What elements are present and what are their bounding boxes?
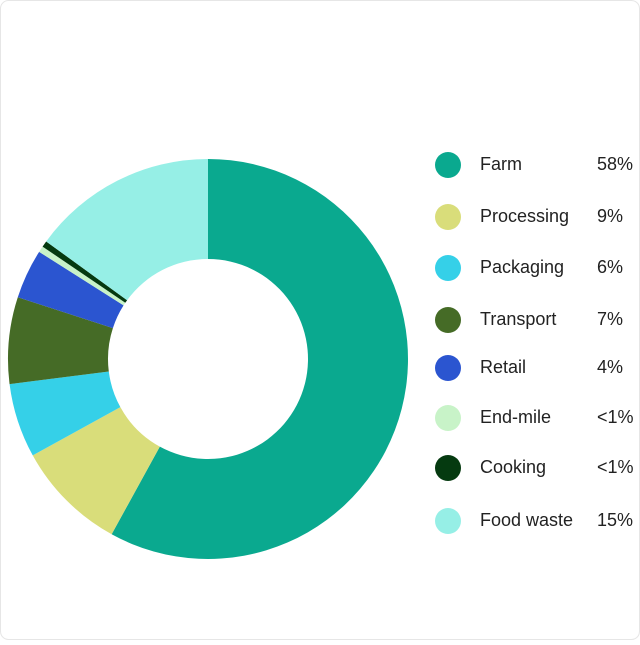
legend-swatch bbox=[435, 455, 461, 481]
legend-label: Farm bbox=[480, 154, 522, 174]
value-label: 7% bbox=[597, 309, 623, 329]
legend-swatch bbox=[435, 255, 461, 281]
slice bbox=[46, 159, 209, 301]
slice bbox=[42, 241, 128, 303]
legend-label: Transport bbox=[480, 309, 556, 329]
value-label: 9% bbox=[597, 206, 623, 226]
legend-swatch bbox=[435, 307, 461, 333]
slice bbox=[32, 407, 160, 535]
value-label: 4% bbox=[597, 357, 623, 377]
slice bbox=[111, 159, 408, 559]
legend-label: Cooking bbox=[480, 457, 546, 477]
value-label: <1% bbox=[597, 407, 634, 427]
slice bbox=[39, 246, 126, 306]
legend-label: Processing bbox=[480, 206, 569, 226]
legend-label: Retail bbox=[480, 357, 526, 377]
legend-label: Packaging bbox=[480, 257, 564, 277]
legend-swatch bbox=[435, 152, 461, 178]
legend-swatch bbox=[435, 204, 461, 230]
legend-label: End-mile bbox=[480, 407, 551, 427]
legend-swatch bbox=[435, 405, 461, 431]
legend-swatch bbox=[435, 355, 461, 381]
value-label: 58% bbox=[597, 154, 633, 174]
legend-label: Food waste bbox=[480, 510, 573, 530]
legend-swatch bbox=[435, 508, 461, 534]
value-label: 6% bbox=[597, 257, 623, 277]
slice bbox=[17, 251, 124, 329]
slice bbox=[7, 297, 113, 385]
legend: Farm 58% Processing 9% Packaging 6% Transport 7… bbox=[435, 152, 634, 534]
donut bbox=[7, 159, 408, 559]
value-label: 15% bbox=[597, 510, 633, 530]
value-label: <1% bbox=[597, 457, 634, 477]
slice bbox=[9, 371, 121, 456]
